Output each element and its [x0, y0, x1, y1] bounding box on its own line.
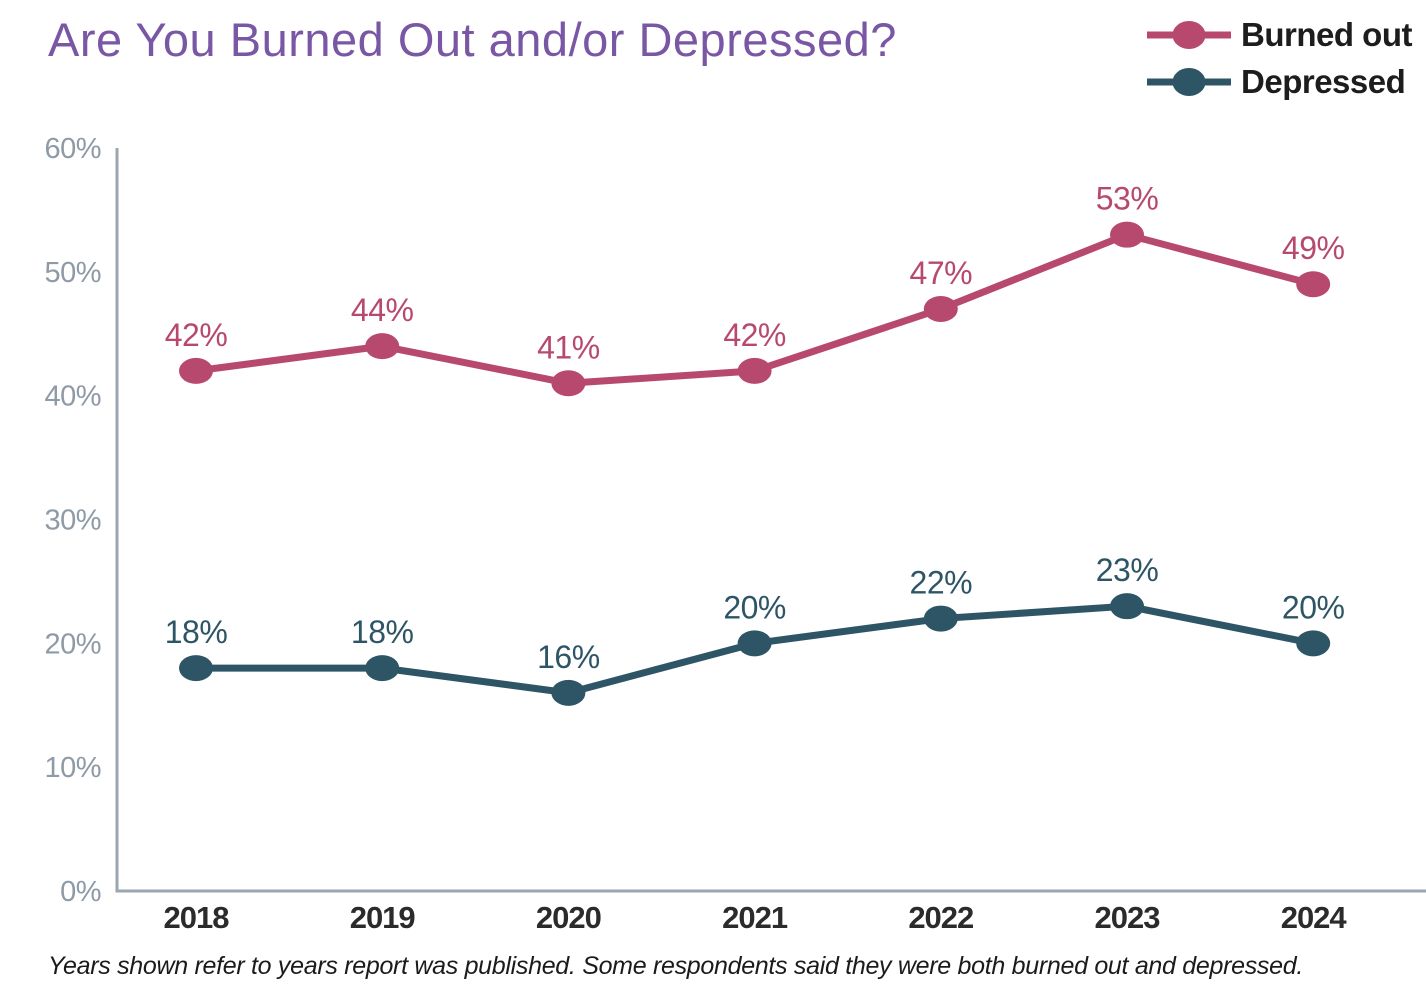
- data-point-label: 42%: [165, 317, 228, 353]
- line-chart: 0% 10% 20% 30% 40% 50% 60% 2018 2019 2020 2021 2022…: [44, 133, 1426, 935]
- data-point-marker: [179, 655, 213, 682]
- series-burned-out: 42% 44% 41% 42% 47% 53% 49%: [165, 181, 1345, 397]
- data-point-label: 44%: [351, 292, 414, 328]
- data-point-label: 20%: [723, 589, 786, 625]
- y-tick-label: 40%: [44, 381, 101, 413]
- data-point-label: 22%: [910, 565, 973, 601]
- legend-label-depressed: Depressed: [1241, 63, 1406, 100]
- footnote: Years shown refer to years report was pu…: [48, 952, 1303, 980]
- legend-item-depressed: Depressed: [1145, 63, 1412, 101]
- chart-title: Are You Burned Out and/or Depressed?: [48, 13, 897, 66]
- data-point-marker: [737, 630, 772, 657]
- legend-label-burned-out: Burned out: [1241, 16, 1412, 53]
- x-tick-label: 2018: [164, 900, 230, 935]
- x-tick-label: 2020: [536, 900, 601, 935]
- line-marker-icon: [1147, 68, 1232, 96]
- y-tick-label: 30%: [44, 505, 101, 537]
- line-marker-icon: [1147, 21, 1232, 49]
- data-point-marker: [179, 357, 213, 384]
- x-tick-label: 2021: [722, 900, 788, 935]
- y-axis-labels: 0% 10% 20% 30% 40% 50% 60%: [44, 133, 101, 908]
- data-point-marker: [365, 333, 400, 360]
- series-depressed: 18% 18% 16% 20% 22% 23% 20%: [165, 552, 1345, 706]
- data-point-marker: [365, 655, 400, 682]
- data-point-marker: [923, 605, 958, 632]
- data-point-marker: [1110, 593, 1144, 620]
- legend: Burned out Depressed: [1145, 16, 1412, 101]
- data-point-marker: [923, 295, 958, 322]
- data-point-label: 20%: [1282, 589, 1345, 625]
- data-point-marker: [1296, 271, 1331, 298]
- data-point-label: 53%: [1096, 181, 1159, 217]
- legend-item-burned-out: Burned out: [1145, 16, 1412, 54]
- y-tick-label: 50%: [44, 257, 101, 289]
- data-point-label: 16%: [537, 639, 600, 675]
- y-tick-label: 20%: [44, 628, 101, 660]
- x-axis-labels: 2018 2019 2020 2021 2022 2023 2024: [164, 900, 1349, 935]
- data-point-label: 41%: [537, 329, 600, 365]
- x-tick-label: 2023: [1095, 900, 1161, 935]
- x-tick-label: 2019: [350, 900, 416, 935]
- data-point-label: 18%: [351, 614, 414, 650]
- x-tick-label: 2024: [1281, 900, 1348, 935]
- data-point-marker: [1296, 630, 1331, 657]
- data-point-marker: [551, 679, 586, 706]
- data-point-label: 42%: [723, 317, 786, 353]
- x-tick-label: 2022: [908, 900, 973, 935]
- data-point-marker: [551, 370, 586, 397]
- data-point-marker: [1110, 221, 1144, 248]
- y-tick-label: 10%: [44, 752, 101, 784]
- data-point-marker: [737, 357, 772, 384]
- data-point-label: 49%: [1282, 230, 1345, 266]
- data-point-label: 18%: [165, 614, 228, 650]
- data-point-label: 23%: [1096, 552, 1159, 588]
- y-tick-label: 0%: [60, 876, 101, 908]
- axes: [115, 148, 1426, 893]
- y-tick-label: 60%: [44, 133, 101, 165]
- data-point-label: 47%: [910, 255, 973, 291]
